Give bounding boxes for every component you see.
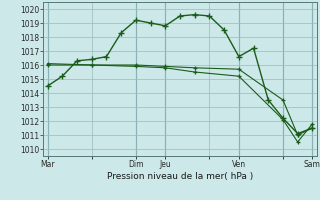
X-axis label: Pression niveau de la mer( hPa ): Pression niveau de la mer( hPa ) [107,172,253,181]
